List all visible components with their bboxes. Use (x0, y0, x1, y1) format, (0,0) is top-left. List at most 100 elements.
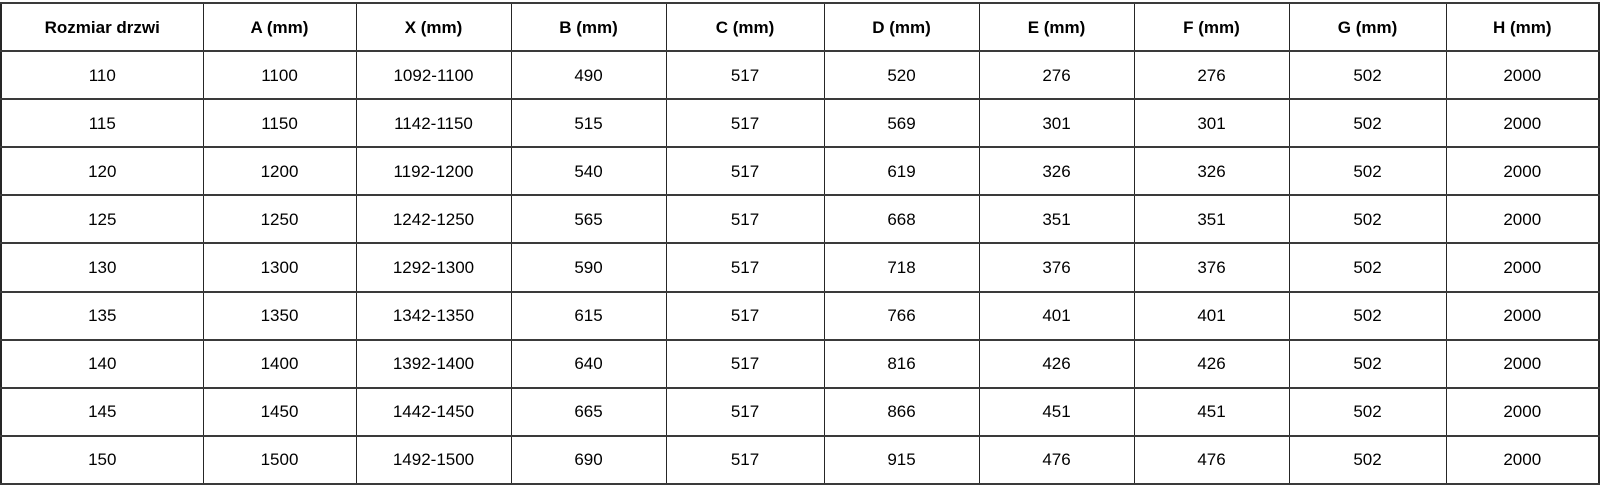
table-cell: 590 (510, 242, 667, 293)
table-cell: 1500 (202, 434, 357, 486)
column-header: F (mm) (1133, 2, 1290, 52)
table-cell: 451 (1133, 386, 1290, 437)
table-cell: 1350 (202, 290, 357, 341)
table-cell: 301 (1133, 98, 1290, 149)
table-cell: 1400 (202, 338, 357, 389)
table-row: 150 1500 1492-1500 690 517 915 476 476 502 2000 (0, 434, 1600, 486)
table-cell: 502 (1288, 194, 1447, 245)
table-row: 120 1200 1192-1200 540 517 619 326 326 502 2000 (0, 146, 1600, 197)
table-row: 130 1300 1292-1300 590 517 718 376 376 502 2000 (0, 242, 1600, 293)
table-cell: 816 (823, 338, 980, 389)
table-cell: 502 (1288, 49, 1447, 101)
table-row: 125 1250 1242-1250 565 517 668 351 351 502 2000 (0, 194, 1600, 245)
column-header: D (mm) (823, 2, 980, 52)
table-cell: 502 (1288, 290, 1447, 341)
table-cell: 640 (510, 338, 667, 389)
column-header: E (mm) (978, 2, 1135, 52)
table-cell: 1292-1300 (355, 242, 512, 293)
column-header: B (mm) (510, 2, 667, 52)
table-cell: 1300 (202, 242, 357, 293)
table-cell: 517 (665, 98, 825, 149)
table-cell: 1142-1150 (355, 98, 512, 149)
table-cell: 2000 (1445, 386, 1600, 437)
table-cell: 150 (0, 434, 204, 486)
table-cell: 276 (978, 49, 1135, 101)
table-cell: 520 (823, 49, 980, 101)
table-cell: 2000 (1445, 434, 1600, 486)
table-cell: 2000 (1445, 49, 1600, 101)
table-cell: 490 (510, 49, 667, 101)
table-cell: 866 (823, 386, 980, 437)
column-header: Rozmiar drzwi (0, 2, 204, 52)
table-row: 140 1400 1392-1400 640 517 816 426 426 502 2000 (0, 338, 1600, 389)
table-cell: 476 (1133, 434, 1290, 486)
table-cell: 1192-1200 (355, 146, 512, 197)
table-cell: 766 (823, 290, 980, 341)
table-cell: 502 (1288, 146, 1447, 197)
table-cell: 2000 (1445, 242, 1600, 293)
table-cell: 502 (1288, 338, 1447, 389)
table-body: 110 1100 1092-1100 490 517 520 276 276 502 2000 11… (0, 49, 1600, 486)
table-cell: 690 (510, 434, 667, 486)
table-head: Rozmiar drzwi A (mm) X (mm) B (mm) C (mm) D (… (0, 2, 1600, 52)
table-cell: 619 (823, 146, 980, 197)
table-cell: 426 (978, 338, 1135, 389)
table-cell: 540 (510, 146, 667, 197)
column-header: C (mm) (665, 2, 825, 52)
table-cell: 276 (1133, 49, 1290, 101)
table-cell: 115 (0, 98, 204, 149)
table-cell: 1200 (202, 146, 357, 197)
table-cell: 2000 (1445, 338, 1600, 389)
table-cell: 145 (0, 386, 204, 437)
table-cell: 2000 (1445, 146, 1600, 197)
table-cell: 1392-1400 (355, 338, 512, 389)
table-cell: 718 (823, 242, 980, 293)
table-row: 145 1450 1442-1450 665 517 866 451 451 502 2000 (0, 386, 1600, 437)
table-cell: 668 (823, 194, 980, 245)
table-cell: 517 (665, 242, 825, 293)
table-cell: 565 (510, 194, 667, 245)
table-cell: 1100 (202, 49, 357, 101)
table-cell: 351 (1133, 194, 1290, 245)
table-cell: 502 (1288, 98, 1447, 149)
table-cell: 1092-1100 (355, 49, 512, 101)
table-cell: 476 (978, 434, 1135, 486)
table-cell: 2000 (1445, 290, 1600, 341)
table-cell: 517 (665, 194, 825, 245)
table-row: 110 1100 1092-1100 490 517 520 276 276 502 2000 (0, 49, 1600, 101)
column-header: X (mm) (355, 2, 512, 52)
table-cell: 615 (510, 290, 667, 341)
table-cell: 915 (823, 434, 980, 486)
table-cell: 502 (1288, 434, 1447, 486)
table-cell: 517 (665, 338, 825, 389)
table-cell: 2000 (1445, 98, 1600, 149)
table-cell: 125 (0, 194, 204, 245)
column-header: H (mm) (1445, 2, 1600, 52)
table-cell: 326 (978, 146, 1135, 197)
header-row: Rozmiar drzwi A (mm) X (mm) B (mm) C (mm) D (… (0, 2, 1600, 52)
table-cell: 376 (978, 242, 1135, 293)
table-cell: 130 (0, 242, 204, 293)
table-cell: 135 (0, 290, 204, 341)
table-cell: 517 (665, 146, 825, 197)
table-cell: 301 (978, 98, 1135, 149)
table-cell: 1450 (202, 386, 357, 437)
table-cell: 451 (978, 386, 1135, 437)
table-cell: 110 (0, 49, 204, 101)
table-row: 115 1150 1142-1150 515 517 569 301 301 502 2000 (0, 98, 1600, 149)
table-cell: 1150 (202, 98, 357, 149)
table-row: 135 1350 1342-1350 615 517 766 401 401 502 2000 (0, 290, 1600, 341)
table-cell: 140 (0, 338, 204, 389)
column-header: G (mm) (1288, 2, 1447, 52)
table-cell: 426 (1133, 338, 1290, 389)
table-cell: 351 (978, 194, 1135, 245)
table-cell: 1242-1250 (355, 194, 512, 245)
table-cell: 502 (1288, 242, 1447, 293)
table-cell: 517 (665, 386, 825, 437)
table-cell: 502 (1288, 386, 1447, 437)
table-cell: 120 (0, 146, 204, 197)
table-cell: 517 (665, 434, 825, 486)
table-cell: 1492-1500 (355, 434, 512, 486)
table-cell: 326 (1133, 146, 1290, 197)
